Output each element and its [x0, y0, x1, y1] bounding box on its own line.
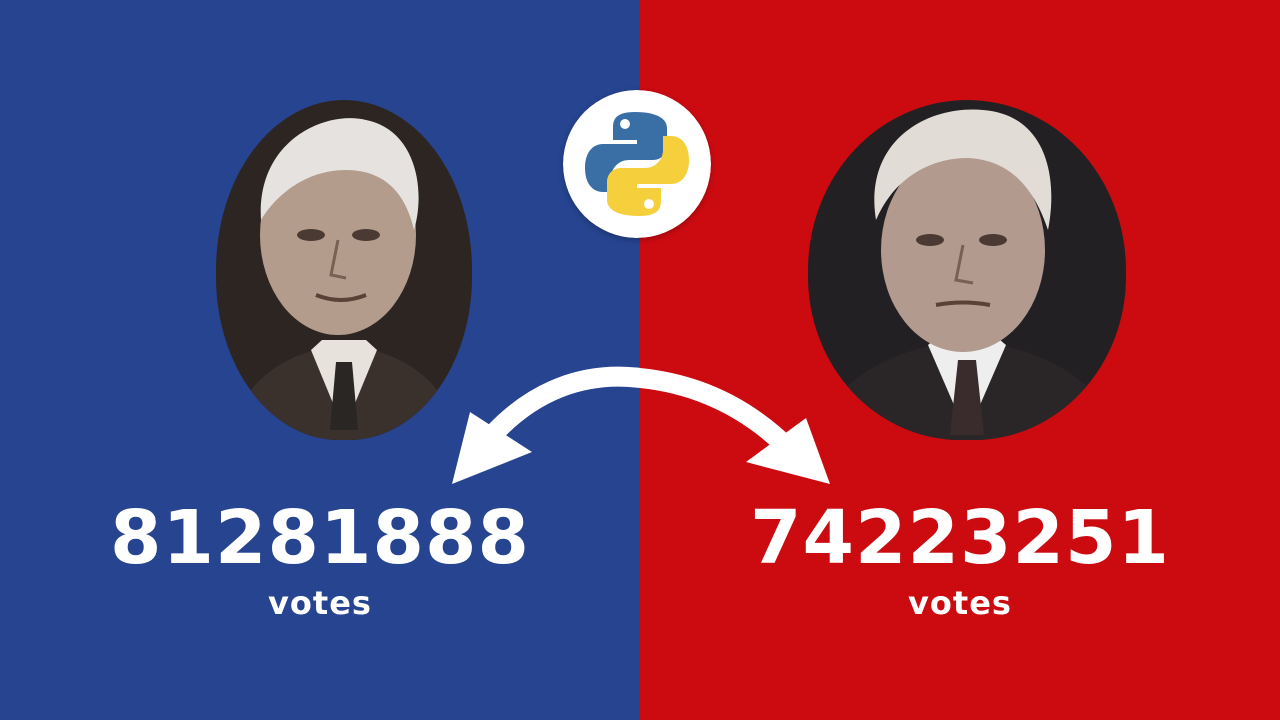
right-portrait: [808, 100, 1126, 440]
python-logo-icon: [563, 90, 711, 238]
person-portrait-icon: [808, 100, 1126, 440]
left-portrait: [216, 100, 472, 440]
right-vote-count: 74223251: [750, 495, 1170, 581]
right-votes-label: votes: [908, 584, 1012, 622]
left-votes-label: votes: [268, 584, 372, 622]
left-vote-count: 81281888: [110, 495, 530, 581]
person-portrait-icon: [216, 100, 472, 440]
